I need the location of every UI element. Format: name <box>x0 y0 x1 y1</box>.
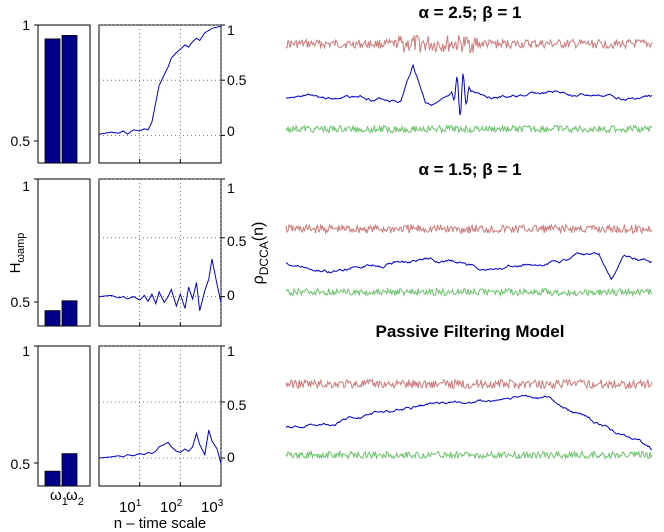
x-tick-label: 103 <box>201 498 224 516</box>
bar-tick-label: 1 <box>22 343 30 359</box>
rho-ylabel-main: ρ <box>250 275 267 284</box>
svg-text:ρDCCA(n): ρDCCA(n) <box>250 222 271 285</box>
bar-category-label-2: ω2 <box>66 487 84 508</box>
bar-2 <box>61 300 78 327</box>
trace-bottom <box>285 123 653 135</box>
row-1-rho-panel: 1 0.5 0 <box>98 22 247 164</box>
rho-tick-label: 0 <box>227 287 235 303</box>
bar-ylabel-main: H <box>7 263 24 274</box>
row-1-rho-line <box>98 25 222 135</box>
row-3-rho-line <box>98 429 222 464</box>
row-3-rho-axes <box>98 345 222 487</box>
bar-ylabel-sub-omega: ω <box>15 254 27 263</box>
bar-y-axis-label: Hωamp <box>7 233 27 274</box>
row-2-trace-title: α = 1.5; β = 1 <box>418 160 521 179</box>
row-1-bars <box>44 35 78 164</box>
row-3-rho-panel: 1 0.5 0 <box>98 343 247 487</box>
row-3-traces <box>285 378 653 461</box>
row-3-grid <box>99 345 225 486</box>
x-tick-label: 101 <box>119 498 142 516</box>
rho-tick-label: 0.5 <box>227 72 247 88</box>
rho-ylabel-suffix: (n) <box>250 222 267 242</box>
trace-mid <box>285 252 653 281</box>
bar-ylabel-sub-amp: amp <box>15 233 27 254</box>
row-2-bars <box>44 300 78 327</box>
row-1-rho-axes <box>98 24 222 164</box>
bar-tick-label: 0.5 <box>11 133 31 149</box>
row-1-traces <box>285 34 653 135</box>
row-3-trace-title: Passive Filtering Model <box>376 322 565 341</box>
row-2-rho-axes <box>98 178 222 327</box>
row-1-trace-title: α = 2.5; β = 1 <box>418 3 521 22</box>
row-2-grid <box>99 178 225 326</box>
row-2-bar-panel: 1 0.5 <box>11 178 91 327</box>
bar-tick-label: 1 <box>22 17 30 33</box>
row-2-rho-panel: 1 0.5 0 <box>98 178 247 327</box>
rho-y-axis-label: ρDCCA(n) <box>250 222 271 285</box>
bar-1 <box>44 38 61 164</box>
rho-tick-label: 1 <box>227 180 235 196</box>
rho-tick-label: 0.5 <box>227 397 247 413</box>
rho-ylabel-sub: DCCA <box>257 241 271 275</box>
trace-mid <box>285 63 653 116</box>
bar-2 <box>61 35 78 164</box>
bar-category-label-1: ω1 <box>50 487 68 508</box>
rho-tick-label: 0.5 <box>227 233 247 249</box>
bar-tick-label: 1 <box>22 178 30 194</box>
row-2-rho-line <box>98 258 222 311</box>
trace-top <box>285 378 653 391</box>
trace-mid <box>285 394 653 451</box>
bar-tick-label: 0.5 <box>11 294 31 310</box>
trace-top <box>285 34 653 54</box>
trace-bottom <box>285 449 653 461</box>
row-3-bars <box>44 453 78 487</box>
svg-text:Hωamp: Hωamp <box>7 233 27 274</box>
bar-1 <box>44 310 61 327</box>
rho-tick-label: 0 <box>227 123 235 139</box>
bar-tick-label: 0.5 <box>11 456 31 472</box>
trace-top <box>285 223 653 235</box>
bar-2 <box>61 453 78 487</box>
trace-bottom <box>285 286 653 298</box>
rho-tick-label: 1 <box>227 22 235 38</box>
x-axis-label: n – time scale <box>114 515 207 532</box>
rho-tick-label: 0 <box>227 449 235 465</box>
rho-tick-label: 1 <box>227 343 235 359</box>
row-3-bar-panel: 1 0.5 <box>11 343 91 487</box>
row-1-grid <box>99 24 225 163</box>
x-tick-label: 102 <box>160 498 183 516</box>
row-1-bar-panel: 1 0.5 <box>11 17 91 164</box>
bar-1 <box>44 470 61 487</box>
row-2-traces <box>285 223 653 298</box>
